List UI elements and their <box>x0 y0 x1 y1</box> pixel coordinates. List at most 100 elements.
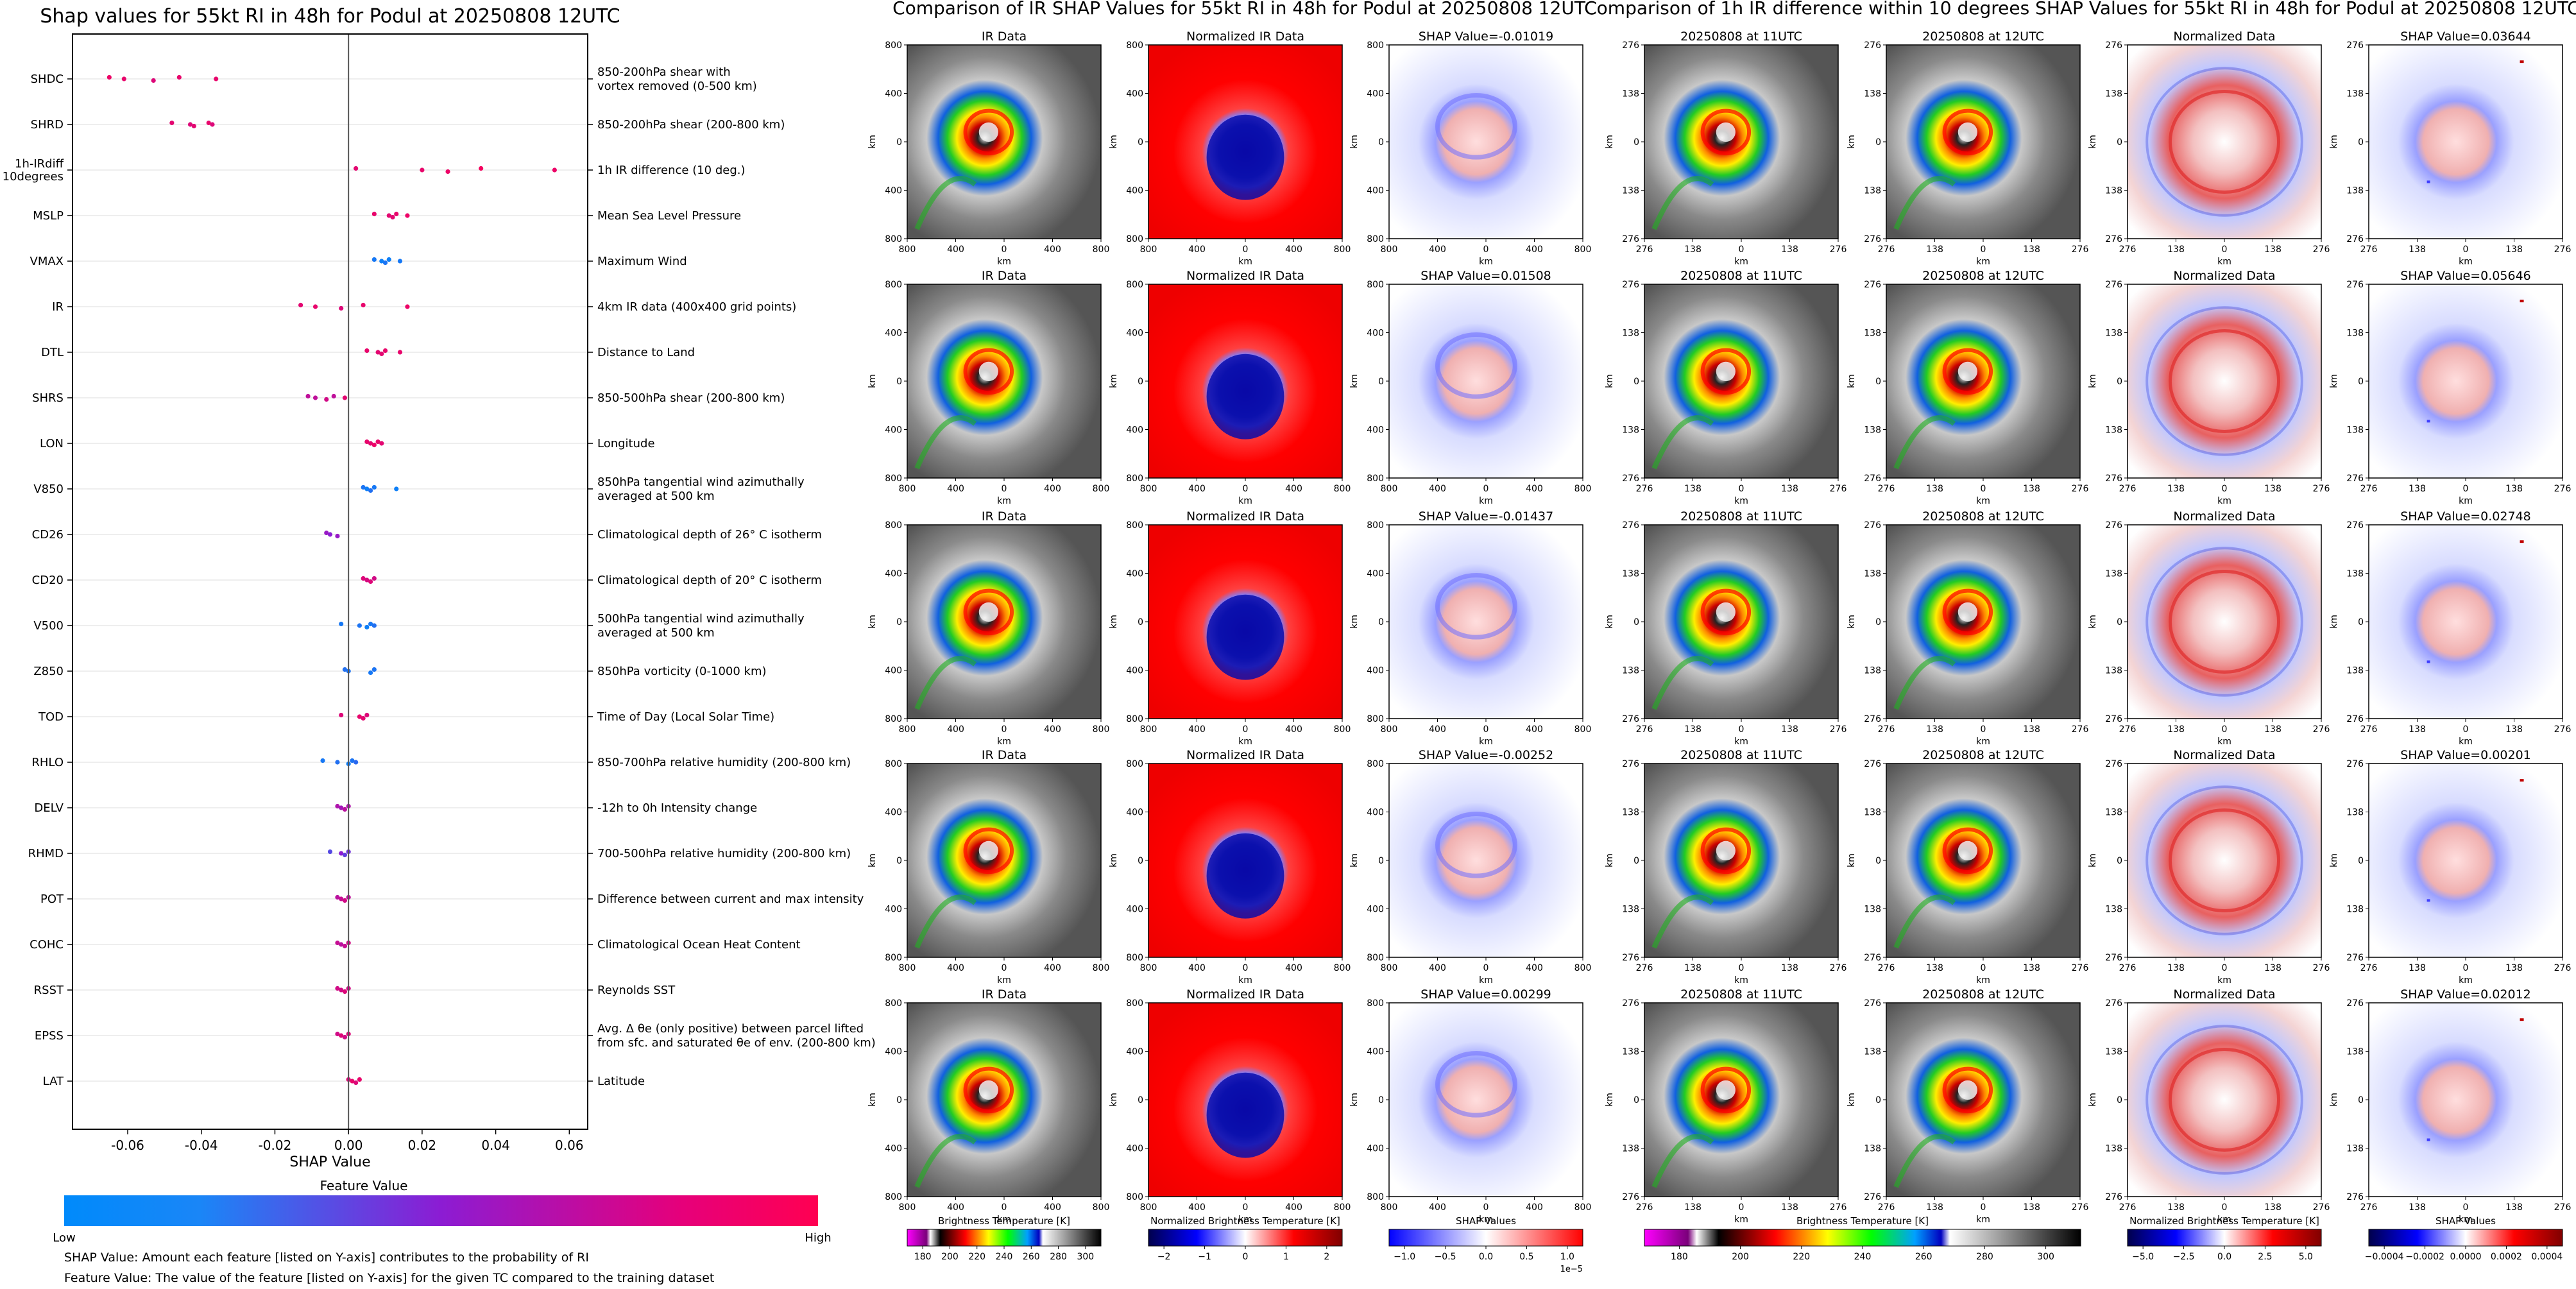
y-tick-label: 276 <box>1864 40 1881 51</box>
x-tick-label: 400 <box>1044 724 1061 735</box>
rainband <box>1651 415 1714 470</box>
x-tick-label: 138 <box>2167 484 2185 494</box>
y-axis-label: km <box>1847 135 1857 149</box>
x-tick-label: 800 <box>1381 244 1398 255</box>
x-tick-label: 138 <box>2505 244 2523 255</box>
x-tick-label: 276 <box>1830 484 1847 494</box>
cold-core <box>1206 354 1284 440</box>
heatmap-image <box>1886 45 2080 239</box>
rainband <box>1893 176 1956 230</box>
x-tick-label: 0 <box>1243 244 1249 255</box>
y-tick-label: 276 <box>2346 520 2364 531</box>
shap-point <box>327 532 333 537</box>
shap-point <box>394 211 399 217</box>
x-tick-label: 800 <box>1574 1202 1592 1213</box>
shap-point <box>364 577 370 583</box>
colorbar-tick-label: −5.0 <box>2132 1252 2154 1262</box>
shap-point <box>342 943 348 949</box>
shap-point <box>331 393 336 399</box>
x-axis-label: km <box>2459 257 2473 267</box>
heatmap-image <box>907 284 1101 478</box>
x-tick-label: 0.02 <box>408 1138 437 1153</box>
y-tick-label: 138 <box>1622 329 1639 339</box>
feature-name: COHC <box>30 938 64 952</box>
panel-title: Normalized IR Data <box>1186 748 1304 762</box>
x-axis-label: km <box>2217 975 2231 986</box>
storm-ring <box>963 348 1014 395</box>
y-tick-label: 0 <box>1875 1095 1881 1105</box>
storm-eye <box>1716 1080 1736 1100</box>
rainband <box>1651 894 1714 949</box>
shap-value-title: SHAP Value=0.02748 <box>2400 509 2531 524</box>
shap-point <box>445 169 450 175</box>
y-tick-label: 0 <box>1633 377 1639 387</box>
diff-grid-title: Comparison of 1h IR difference within 10… <box>1584 0 2576 19</box>
note-shap: SHAP Value: Amount each feature [listed … <box>64 1251 589 1265</box>
feature-description: 500hPa tangential wind azimuthally <box>597 612 805 626</box>
colorbar-tick-label: 2 <box>1324 1252 1329 1262</box>
feature-description: 850-200hPa shear (200-800 km) <box>597 118 785 132</box>
y-tick-label: 138 <box>1622 186 1639 196</box>
x-tick-label: 0 <box>1981 1202 1986 1213</box>
shap-point <box>371 623 377 628</box>
y-axis-label: km <box>1349 374 1360 388</box>
panel-title: Normalized Data <box>2173 269 2275 283</box>
y-tick-label: 0 <box>896 617 902 627</box>
x-tick-label: 276 <box>2313 484 2330 494</box>
x-axis-label: km <box>1238 257 1252 267</box>
colorbar-tick-label: −2.5 <box>2173 1252 2195 1262</box>
shap-point <box>382 260 388 266</box>
colorbar-tick-label: 280 <box>1976 1252 1993 1262</box>
y-tick-label: 138 <box>1864 666 1881 676</box>
y-tick-label: 800 <box>885 1192 902 1202</box>
x-tick-label: 800 <box>1334 724 1351 735</box>
y-tick-label: 0 <box>2117 137 2122 148</box>
feature-name: SHRD <box>31 118 64 132</box>
y-tick-label: 138 <box>2346 808 2364 818</box>
shap-point <box>335 533 340 539</box>
x-tick-label: 0 <box>1739 1202 1744 1213</box>
x-tick-label: 800 <box>1093 244 1110 255</box>
speckle <box>2427 899 2430 902</box>
feature-description: Maximum Wind <box>597 255 687 268</box>
y-tick-label: 276 <box>2105 520 2122 531</box>
x-tick-label: 138 <box>1926 1202 1943 1213</box>
y-tick-label: 800 <box>885 998 902 1009</box>
y-tick-label: 276 <box>1864 998 1881 1009</box>
x-tick-label: 0 <box>2463 484 2469 494</box>
y-tick-label: 0 <box>1138 377 1143 387</box>
heatmap-image <box>1644 1003 1838 1197</box>
storm-ring <box>1700 108 1752 156</box>
y-tick-label: 276 <box>2105 40 2122 51</box>
x-tick-label: 138 <box>1684 484 1702 494</box>
storm-ring <box>1942 827 1993 875</box>
y-tick-label: 400 <box>1126 905 1143 915</box>
shap-point <box>371 576 377 581</box>
colorbar-tick-label: 0.5 <box>1519 1252 1533 1262</box>
storm-eye <box>1716 602 1736 622</box>
y-axis-label: km <box>2329 135 2339 149</box>
storm-ring <box>1700 827 1752 875</box>
x-tick-label: 138 <box>1926 244 1943 255</box>
x-tick-label: 276 <box>1878 1202 1895 1213</box>
y-axis-label: km <box>2088 1093 2098 1107</box>
x-tick-label: 0 <box>1002 1202 1007 1213</box>
panel-title: Normalized Data <box>2173 748 2275 762</box>
panel-title: Normalized IR Data <box>1186 987 1304 1002</box>
x-tick-label: 400 <box>1044 1202 1061 1213</box>
panel-title: 20250808 at 12UTC <box>1922 748 2044 762</box>
colorbar-tick-label: 300 <box>1077 1252 1094 1262</box>
x-tick-label: 800 <box>1574 963 1592 973</box>
y-axis-label: km <box>1605 374 1615 388</box>
x-axis-label: km <box>997 737 1011 747</box>
heatmap-image <box>2128 284 2321 478</box>
y-tick-label: 800 <box>885 759 902 769</box>
shap-point <box>397 259 403 264</box>
colorbar-tick-label: 240 <box>996 1252 1013 1262</box>
x-tick-label: 400 <box>1285 963 1302 973</box>
x-tick-label: 276 <box>2119 484 2137 494</box>
shap-point <box>371 211 377 217</box>
shap-point <box>335 803 340 809</box>
x-tick-label: 400 <box>1188 244 1206 255</box>
rainband <box>1893 656 1956 710</box>
